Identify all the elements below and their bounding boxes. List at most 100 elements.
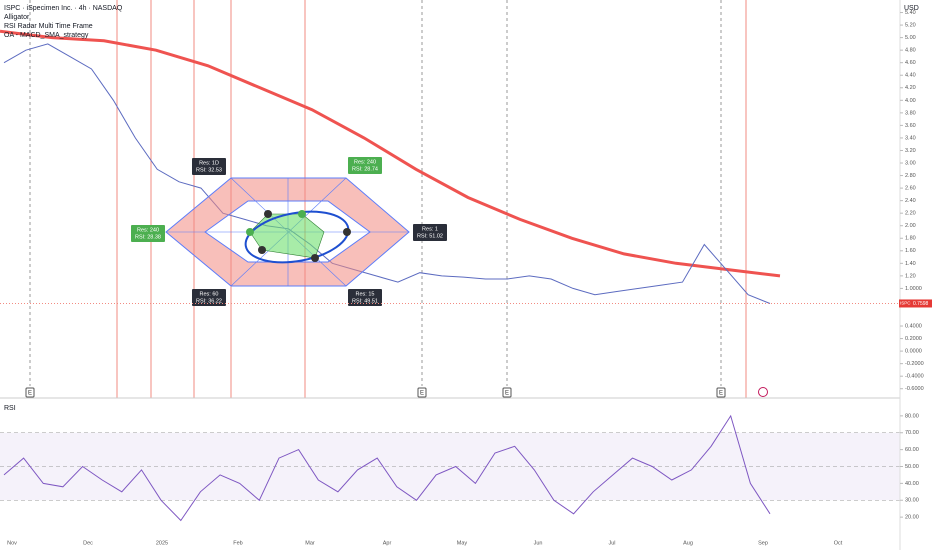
rsi-radar [165,177,410,287]
radar-point [298,210,306,218]
chart-title: ISPC · iSpecimen Inc. · 4h · NASDAQ [4,5,123,12]
radar-rsi: RSI: 51.02 [417,233,443,239]
radar-rsi: RSI: 28.74 [352,166,378,172]
price-tick-label: 3.80 [905,110,916,116]
price-tick-label: 2.00 [905,223,916,229]
price-tick-label: 0.0000 [905,349,922,355]
price-tick-label: 1.40 [905,261,916,267]
radar-label-box [192,289,226,306]
x-tick-label: Dec [83,540,93,546]
indicator-name: RSI Radar Multi Time Frame [4,23,93,30]
price-tick-label: 4.80 [905,48,916,54]
x-tick-label: Jun [534,540,543,546]
split-icon [758,387,768,397]
rsi-tick-label: 20.00 [905,515,919,521]
rsi-tick-label: 30.00 [905,498,919,504]
radar-rsi: RSI: 36.22 [196,298,222,304]
price-tick-label: 4.20 [905,85,916,91]
radar-res: Res: 240 [137,227,159,233]
price-tick-label: 1.20 [905,273,916,279]
price-tick-label: 4.40 [905,73,916,79]
price-tick-label: 2.40 [905,198,916,204]
rsi-tick-label: 80.00 [905,413,919,419]
axes: 5.40 5.20 5.00 4.80 4.60 4.40 4.20 4.00 3.80 3.60… [0,10,932,546]
x-tick-label: Apr [383,540,392,546]
x-tick-label: Mar [305,540,315,546]
rsi-tick-label: 70.00 [905,430,919,436]
price-tick-label: 0.4000 [905,323,922,329]
radar-res: Res: 240 [354,159,376,165]
x-tick-label: Feb [233,540,242,546]
currency: USD [904,5,919,12]
price-tick-label: 4.00 [905,98,916,104]
radar-point [264,210,272,218]
price-tick-label: 1.80 [905,236,916,242]
radar-label-box [348,289,382,306]
x-tick-label: May [457,540,468,546]
sma-line [0,29,781,278]
price-tick-label: 2.80 [905,173,916,179]
rsi-title: RSI [4,405,16,412]
x-tick-label: 2025 [156,540,168,546]
rsi-tick-label: 60.00 [905,447,919,453]
indicator-name: OA - MACD_SMA_strategy [4,32,89,39]
radar-res: Res: 15 [356,291,375,297]
radar-res: Res: 60 [200,291,219,297]
price-tick-label: 0.2000 [905,336,922,342]
event-label: E [719,391,723,397]
price-line [3,43,771,304]
rsi-tick-label: 50.00 [905,464,919,470]
radar-rsi: RSI: 32.53 [196,167,222,173]
radar-label-box [348,157,382,174]
event-badge [25,387,35,398]
indicator-name: Alligator [4,14,30,21]
x-tick-label: Oct [834,540,843,546]
x-tick-label: Sep [758,540,768,546]
event-badge [716,387,726,398]
radar-res: Res: 1 [422,226,438,232]
price-tick-label: -0.2000 [905,361,924,367]
price-tick-label: 2.20 [905,211,916,217]
x-tick-label: Jul [608,540,615,546]
radar-res: Res: 1D [199,160,219,166]
x-tick-label: Aug [683,540,693,546]
price-tick-label: 5.00 [905,35,916,41]
event-label: E [28,391,32,397]
radar-ellipse [244,210,350,264]
radar-point [343,228,351,236]
price-tick-label: -0.6000 [905,386,924,392]
price-tick-label: 3.40 [905,135,916,141]
radar-point [246,228,254,236]
radar-label-box [413,224,447,241]
price-tick-label: 1.0000 [905,286,922,292]
last-price-symbol: ISPC [900,301,911,306]
plot-lines [0,29,900,522]
radar-point [311,254,319,262]
radar-label-box [131,225,165,242]
x-tick-label: Nov [7,540,17,546]
price-tick-label: 1.60 [905,248,916,254]
radar-rsi: RSI: 49.51 [352,298,378,304]
event-label: E [420,391,424,397]
price-tick-label: 5.20 [905,23,916,29]
radar-label-box [192,158,226,175]
radar-rsi: RSI: 28.38 [135,234,161,240]
rsi-tick-label: 40.00 [905,481,919,487]
radar-point [258,246,266,254]
rsi-line [3,414,771,522]
event-lines [29,0,722,386]
price-tick-label: 3.20 [905,148,916,154]
price-tick-label: 4.60 [905,60,916,66]
last-price-box [899,299,932,308]
price-tick-label: 2.60 [905,186,916,192]
event-label: E [505,391,509,397]
event-badge [502,387,512,398]
price-tick-label: 5.40 [905,10,916,16]
price-tick-label: 3.00 [905,160,916,166]
last-price-label: 0.7598 [913,301,929,307]
price-tick-label: -0.4000 [905,374,924,380]
price-tick-label: 3.60 [905,123,916,129]
event-badge [417,387,427,398]
